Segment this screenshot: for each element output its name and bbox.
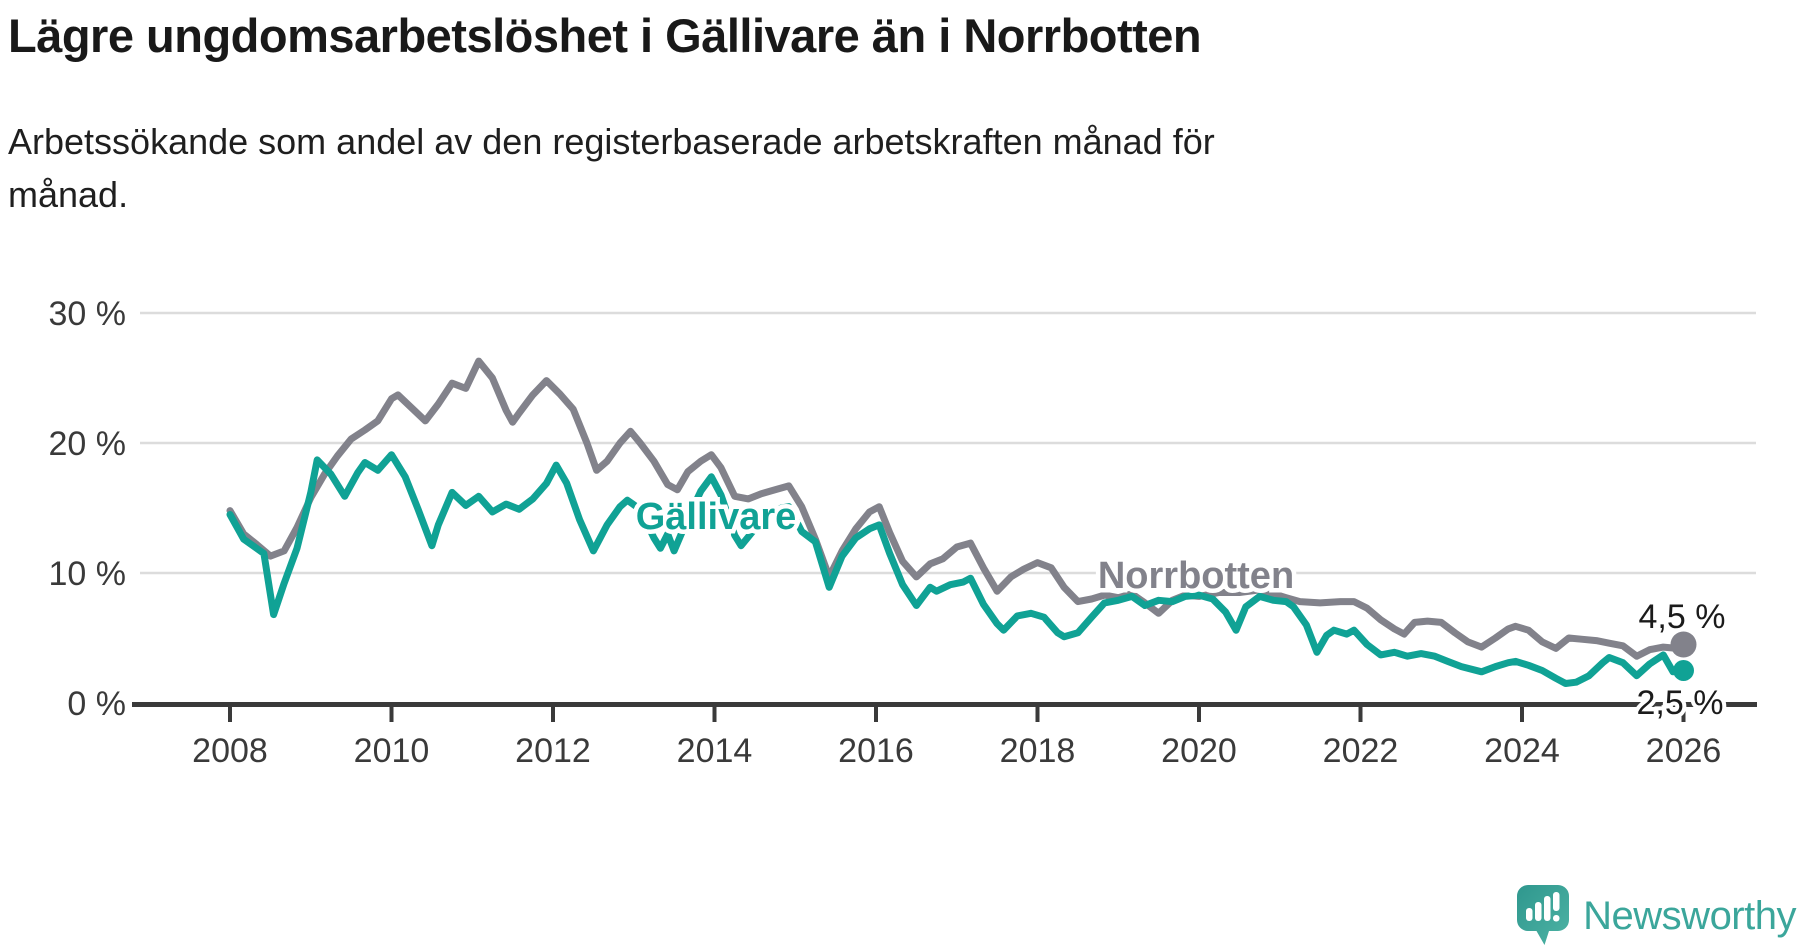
y-tick-label: 30 % — [49, 295, 127, 333]
x-axis-ticks — [228, 707, 1686, 722]
series-end-dot-gällivare — [1673, 660, 1694, 681]
norrbotten-end-value-label: 4,5 % — [1639, 598, 1726, 636]
x-tick-label: 2008 — [192, 732, 268, 770]
series-line-gällivare — [226, 451, 1687, 687]
bar-chart-glyph — [1526, 892, 1560, 922]
series-line-norrbotten — [226, 357, 1687, 660]
y-tick-label: 0 % — [67, 685, 126, 723]
newsworthy-logo-icon — [1517, 885, 1570, 945]
y-tick-label: 10 % — [49, 555, 127, 593]
x-tick-label: 2024 — [1484, 732, 1560, 770]
speech-bubble-shape — [1517, 885, 1570, 945]
x-tick-label: 2022 — [1323, 732, 1399, 770]
series-end-dot-norrbotten — [1670, 631, 1697, 658]
chart-subtitle: Arbetssökande som andel av den registerb… — [8, 116, 1508, 222]
y-tick-label: 20 % — [49, 425, 127, 463]
chart-subtitle-line2: månad. — [8, 173, 129, 215]
gallivare-end-value-label: 2,5 % — [1637, 684, 1724, 722]
gallivare-series-label: Gällivare — [636, 496, 797, 538]
newsworthy-wordmark: Newsworthy — [1583, 893, 1796, 938]
x-tick-label: 2010 — [354, 732, 430, 770]
x-tick-label: 2012 — [515, 732, 591, 770]
gridlines — [140, 311, 1756, 575]
chart-subtitle-line1: Arbetssökande som andel av den registerb… — [8, 121, 1215, 162]
series-lines — [226, 357, 1697, 687]
page-title: Lägre ungdomsarbetslöshet i Gällivare än… — [8, 9, 1202, 62]
x-tick-label: 2026 — [1646, 732, 1722, 770]
x-tick-label: 2016 — [838, 732, 914, 770]
x-axis-tick-labels: 2008 2010 2012 2014 2016 2018 2020 2022 2024 2026 — [192, 732, 1721, 770]
x-tick-label: 2018 — [1000, 732, 1076, 770]
newsworthy-logo: Newsworthy — [1516, 884, 1796, 948]
x-tick-label: 2014 — [677, 732, 753, 770]
norrbotten-series-label: Norrbotten — [1098, 555, 1294, 597]
y-axis-labels: 0 % 10 % 20 % 30 % — [49, 295, 127, 723]
x-tick-label: 2020 — [1161, 732, 1237, 770]
